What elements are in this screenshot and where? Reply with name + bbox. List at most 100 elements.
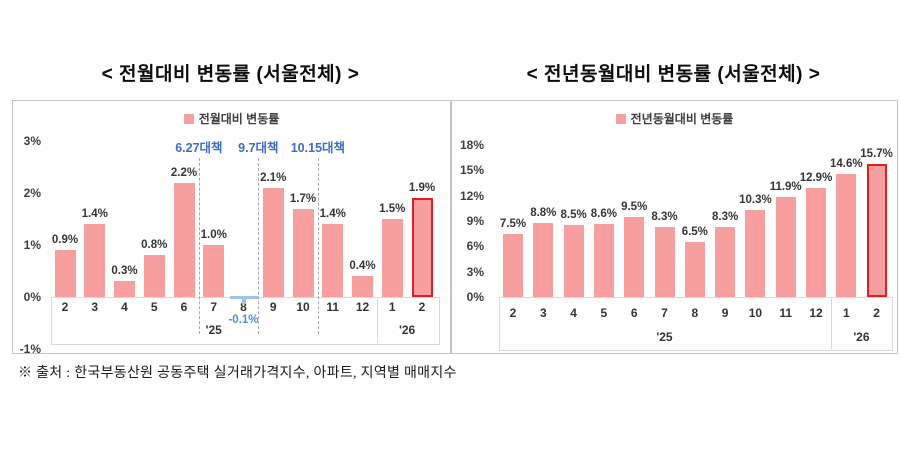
bar xyxy=(593,224,614,297)
x-axis-month-label: 2 xyxy=(61,300,69,314)
negative-bar-value-label: -0.1% xyxy=(228,314,259,326)
year-divider-line xyxy=(377,297,379,343)
legend: 전월대비 변동률 xyxy=(13,110,450,127)
bar-value-label: 1.4% xyxy=(81,208,108,221)
x-axis-month-label: 5 xyxy=(150,300,158,314)
x-axis-month-label: 8 xyxy=(240,300,247,314)
x-axis-month-label: 3 xyxy=(91,300,99,314)
bar-value-label: 8.6% xyxy=(590,208,617,221)
bar xyxy=(533,222,554,297)
mom-change-chart-panel: 전월대비 변동률 3% 2% 1% 0% -1% '25'26 2 3 4 5 6 7 8 9 10 11 12… xyxy=(12,100,451,356)
left-chart-title: < 전월대비 변동률 (서울전체) > xyxy=(101,64,360,85)
legend-swatch xyxy=(615,113,626,124)
x-axis-month-label: 11 xyxy=(779,306,793,320)
bar xyxy=(203,245,225,297)
x-axis-month-label: 5 xyxy=(600,306,608,320)
bar-value-label: 6.5% xyxy=(681,226,708,239)
source-note: ※ 출처 : 한국부동산원 공동주택 실거래가격지수, 아파트, 지역별 매매지… xyxy=(18,366,457,381)
x-axis-month-label: 2 xyxy=(418,300,426,314)
x-axis-month-label: 2 xyxy=(873,306,880,320)
bar xyxy=(806,188,826,297)
bar xyxy=(503,233,523,297)
right-chart-title: < 전년동월대비 변동률 (서울전체) > xyxy=(526,64,821,85)
bar xyxy=(563,225,584,297)
bar-value-label: 1.5% xyxy=(379,203,406,215)
legend-swatch xyxy=(183,113,194,124)
bar xyxy=(684,242,705,297)
bar-value-label: 2.2% xyxy=(170,166,198,179)
bar-value-label: 15.7% xyxy=(860,148,893,161)
bar-value-label: 7.5% xyxy=(499,217,527,230)
x-axis-month-label: 10 xyxy=(748,306,763,320)
bar xyxy=(114,281,135,297)
plot-area: 3% 2% 1% 0% -1% '25'26 2 3 4 5 6 7 8 9 10 11 12 1 2 6.27대책 9… xyxy=(13,101,450,356)
y-axis-tick-label: 0% xyxy=(23,290,41,304)
bar xyxy=(322,224,344,297)
y-axis-tick-label: 18% xyxy=(459,138,484,153)
bar xyxy=(775,196,796,297)
policy-measure-dashed-line xyxy=(317,158,319,334)
y-axis-tick-label: 3% xyxy=(466,264,484,279)
yoy-change-chart-panel: 전년동월대비 변동률 18% 15% 12% 9% 6% 3% 0% '25'26 2 3 4 5 6 7… xyxy=(451,100,898,354)
bar-value-label: 0.3% xyxy=(111,265,138,278)
bar xyxy=(381,219,403,297)
legend: 전년동월대비 변동률 xyxy=(452,110,897,127)
bar-value-label: 11.9% xyxy=(769,180,802,193)
bar xyxy=(84,224,106,297)
x-axis-month-label: 12 xyxy=(355,300,370,314)
bar-value-label: 10.3% xyxy=(739,194,772,207)
bar-highlighted xyxy=(411,198,433,297)
y-axis-tick-label: 15% xyxy=(459,163,484,178)
legend-label: 전년동월대비 변동률 xyxy=(630,112,734,126)
x-axis-month-label: 4 xyxy=(121,300,128,314)
bar-value-label: 1.9% xyxy=(408,182,436,195)
bar-value-label: 8.5% xyxy=(560,209,587,222)
x-axis-month-label: 10 xyxy=(296,300,310,314)
y-axis-tick-label: 3% xyxy=(23,134,41,148)
bar-highlighted xyxy=(866,164,887,297)
year-label: '26 xyxy=(853,330,870,344)
y-axis-tick-label: 2% xyxy=(23,186,41,200)
bar-value-label: 1.0% xyxy=(200,229,227,241)
x-axis-month-label: 1 xyxy=(842,306,850,320)
x-axis-month-label: 6 xyxy=(180,300,188,314)
x-axis-month-label: 7 xyxy=(661,306,668,320)
bar xyxy=(262,187,284,297)
x-axis-month-label: 3 xyxy=(539,306,547,320)
bar-value-label: 1.4% xyxy=(319,208,346,221)
bar-value-label: 2.1% xyxy=(260,171,287,184)
bar xyxy=(54,250,76,297)
bar xyxy=(173,182,195,297)
year-divider-line xyxy=(831,297,833,349)
x-axis-month-label: 12 xyxy=(809,306,823,320)
bar-value-label: 0.4% xyxy=(349,260,376,273)
x-axis-label-band xyxy=(499,297,893,351)
bar xyxy=(143,255,165,297)
policy-measure-label: 6.27대책 xyxy=(175,141,223,155)
bar-value-label: 8.3% xyxy=(711,210,739,223)
bar-value-label: 0.8% xyxy=(141,239,168,252)
x-axis-month-label: 2 xyxy=(509,306,517,320)
bar-value-label: 14.6% xyxy=(829,157,863,170)
bar-value-label: 1.7% xyxy=(289,192,317,205)
bar xyxy=(292,208,314,297)
bar xyxy=(836,173,857,297)
bar-value-label: 12.9% xyxy=(799,172,833,185)
y-axis-tick-label: 1% xyxy=(23,238,41,252)
year-label: '25 xyxy=(656,330,673,344)
x-axis-month-label: 9 xyxy=(721,306,729,320)
bar-value-label: 0.9% xyxy=(51,234,79,247)
x-axis-month-label: 4 xyxy=(570,306,577,320)
bar-value-label: 9.5% xyxy=(621,200,648,213)
legend-label: 전월대비 변동률 xyxy=(198,112,280,126)
y-axis-tick-label: 12% xyxy=(459,188,484,203)
x-axis-month-label: 8 xyxy=(691,306,699,320)
policy-measure-dashed-line xyxy=(198,158,200,334)
policy-measure-dashed-line xyxy=(258,158,260,334)
x-axis-month-label: 9 xyxy=(269,300,277,314)
bar xyxy=(745,210,766,297)
bar-value-label: 8.8% xyxy=(530,206,557,219)
bar xyxy=(624,216,645,297)
x-axis-month-label: 6 xyxy=(630,306,638,320)
